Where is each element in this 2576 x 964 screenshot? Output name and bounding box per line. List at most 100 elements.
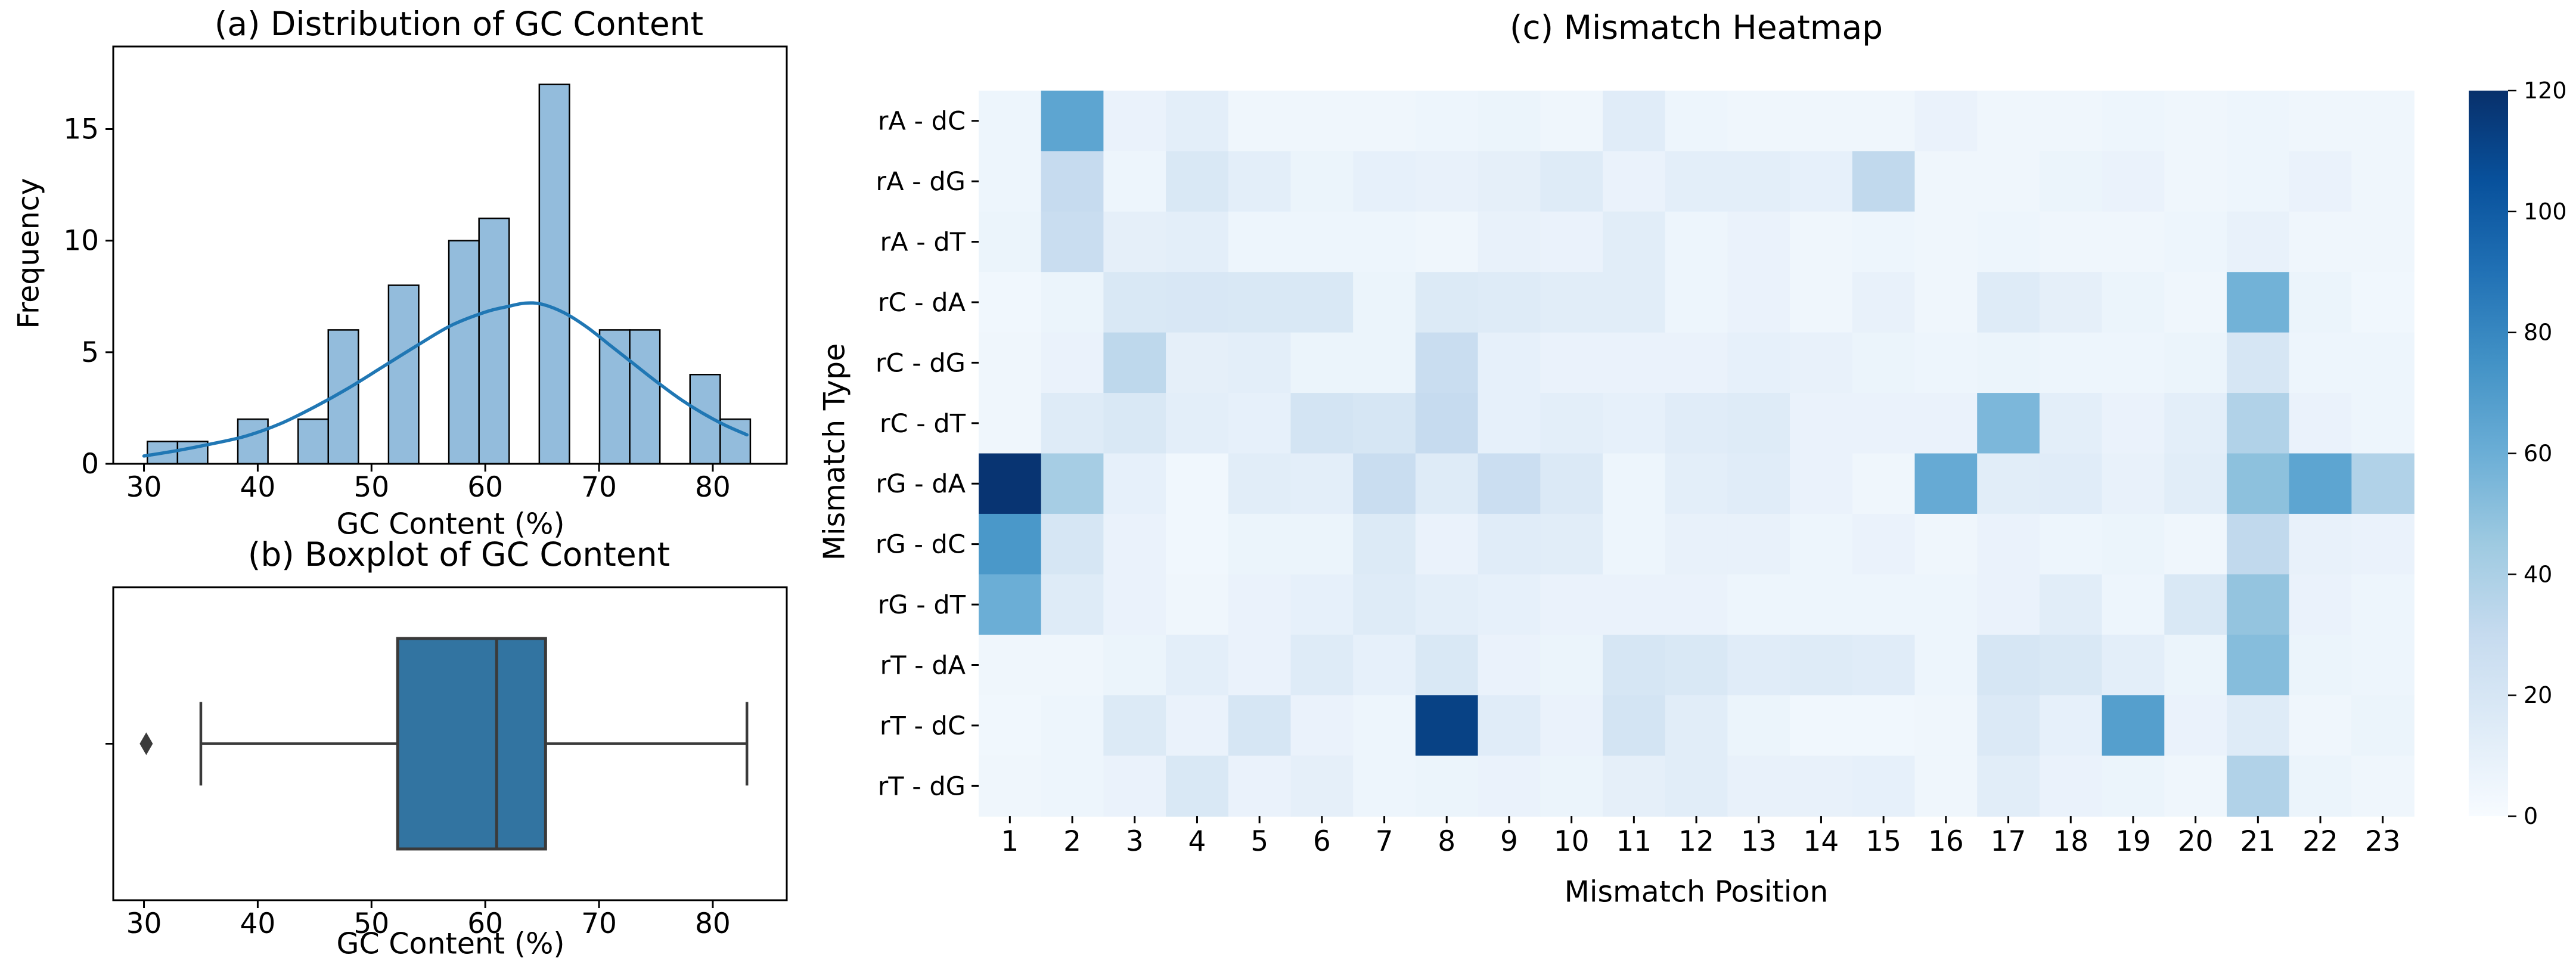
- y-tick-label: 15: [63, 113, 99, 146]
- heatmap-row-label: rA - dC: [878, 107, 966, 137]
- heatmap-cell: [979, 574, 1042, 636]
- heatmap-cell: [1914, 272, 1978, 333]
- heatmap-cell: [1977, 151, 2040, 212]
- heatmap-cell: [2289, 574, 2352, 636]
- heatmap-cell: [2351, 393, 2414, 454]
- outlier-diamond: [139, 732, 153, 755]
- panel-a-xlabel: GC Content (%): [336, 507, 565, 541]
- heatmap-col-label: 5: [1250, 825, 1268, 858]
- x-tick-label: 70: [581, 907, 617, 940]
- heatmap-cell: [1166, 211, 1229, 273]
- heatmap-cell: [1790, 393, 1853, 454]
- heatmap-cell: [1353, 211, 1416, 273]
- heatmap-cell: [1727, 695, 1790, 757]
- heatmap-cell: [2039, 574, 2103, 636]
- x-tick-label: 60: [467, 471, 503, 504]
- heatmap-cell: [1790, 272, 1853, 333]
- heatmap-col-label: 18: [2053, 825, 2088, 858]
- heatmap-cell: [1727, 453, 1790, 514]
- colorbar-tick-label: 120: [2524, 78, 2567, 104]
- heatmap-cell: [1665, 695, 1728, 757]
- histogram-bar: [297, 418, 330, 465]
- heatmap-cell: [1727, 574, 1790, 636]
- x-tick-label: 80: [695, 907, 731, 940]
- heatmap-cell: [2102, 211, 2165, 273]
- x-tick-label: 70: [581, 471, 617, 504]
- heatmap-cell: [1353, 453, 1416, 514]
- heatmap-row-label: rA - dT: [880, 228, 966, 258]
- heatmap-cell: [1540, 332, 1603, 393]
- heatmap-cell: [1415, 211, 1479, 273]
- heatmap-cell: [979, 513, 1042, 575]
- heatmap-cell: [2039, 634, 2103, 696]
- heatmap-cell: [1228, 574, 1292, 636]
- y-tick-label: 5: [81, 336, 99, 369]
- heatmap-cell: [2351, 634, 2414, 696]
- heatmap-cell: [1914, 91, 1978, 152]
- heatmap-cell: [1790, 332, 1853, 393]
- heatmap-cell: [1415, 634, 1479, 696]
- heatmap-col-label: 10: [1554, 825, 1590, 858]
- heatmap-col-label: 12: [1678, 825, 1714, 858]
- heatmap-cell: [1603, 634, 1666, 696]
- heatmap-cell: [1166, 755, 1229, 817]
- heatmap-cell: [1790, 91, 1853, 152]
- heatmap-cell: [1103, 211, 1166, 273]
- heatmap-cell: [2351, 755, 2414, 817]
- heatmap-cell: [1415, 272, 1479, 333]
- heatmap-cell: [1041, 91, 1104, 152]
- heatmap-cell: [1603, 393, 1666, 454]
- heatmap-cell: [2102, 574, 2165, 636]
- heatmap-cell: [1041, 513, 1104, 575]
- heatmap-cell: [1790, 151, 1853, 212]
- heatmap-cell: [1914, 332, 1978, 393]
- heatmap-cell: [2164, 151, 2227, 212]
- heatmap-cell: [1478, 574, 1541, 636]
- heatmap-cell: [1852, 634, 1916, 696]
- heatmap-cell: [1228, 211, 1292, 273]
- heatmap-cell: [1603, 755, 1666, 817]
- histogram-bar: [387, 284, 420, 465]
- heatmap-cell: [2102, 755, 2165, 817]
- heatmap-cell: [1041, 634, 1104, 696]
- heatmap-col-label: 20: [2178, 825, 2214, 858]
- heatmap-cell: [1914, 574, 1978, 636]
- panel-a-ylabel: Frequency: [11, 178, 46, 329]
- heatmap-cell: [1790, 755, 1853, 817]
- heatmap-cell: [1478, 453, 1541, 514]
- heatmap-cell: [1977, 695, 2040, 757]
- heatmap-cell: [2351, 151, 2414, 212]
- heatmap-cell: [2351, 211, 2414, 273]
- heatmap-col-label: 21: [2240, 825, 2276, 858]
- heatmap-cell: [1041, 574, 1104, 636]
- panel-c-plot: rA - dC rA - dG rA - dT rC - dA rC - dG rC - …: [876, 78, 2567, 858]
- heatmap-cell: [1603, 211, 1666, 273]
- heatmap-cell: [1727, 634, 1790, 696]
- heatmap-cell: [2102, 91, 2165, 152]
- heatmap-cell: [1103, 393, 1166, 454]
- heatmap-cell: [1415, 453, 1479, 514]
- heatmap-cell: [2289, 151, 2352, 212]
- heatmap-cell: [1603, 151, 1666, 212]
- heatmap-cell: [1727, 91, 1790, 152]
- heatmap-cell: [2351, 272, 2414, 333]
- heatmap-cell: [1540, 211, 1603, 273]
- heatmap-cell: [2102, 695, 2165, 757]
- heatmap-cell: [1290, 91, 1354, 152]
- heatmap-cell: [1041, 332, 1104, 393]
- heatmap-cell: [1914, 453, 1978, 514]
- heatmap-cell: [1103, 332, 1166, 393]
- heatmap-cell: [1977, 513, 2040, 575]
- heatmap-cell: [1790, 574, 1853, 636]
- heatmap-cell: [1665, 272, 1728, 333]
- heatmap-col-label: 19: [2115, 825, 2151, 858]
- heatmap-cell: [1977, 634, 2040, 696]
- heatmap-cell: [2289, 272, 2352, 333]
- panel-a-plot: 30 40 50 60 70 80 0 5 10 15: [63, 45, 788, 504]
- heatmap-cell: [1478, 211, 1541, 273]
- heatmap-cell: [1103, 151, 1166, 212]
- heatmap-cell: [979, 453, 1042, 514]
- heatmap-row-label: rA - dG: [876, 167, 966, 197]
- heatmap-cell: [1353, 332, 1416, 393]
